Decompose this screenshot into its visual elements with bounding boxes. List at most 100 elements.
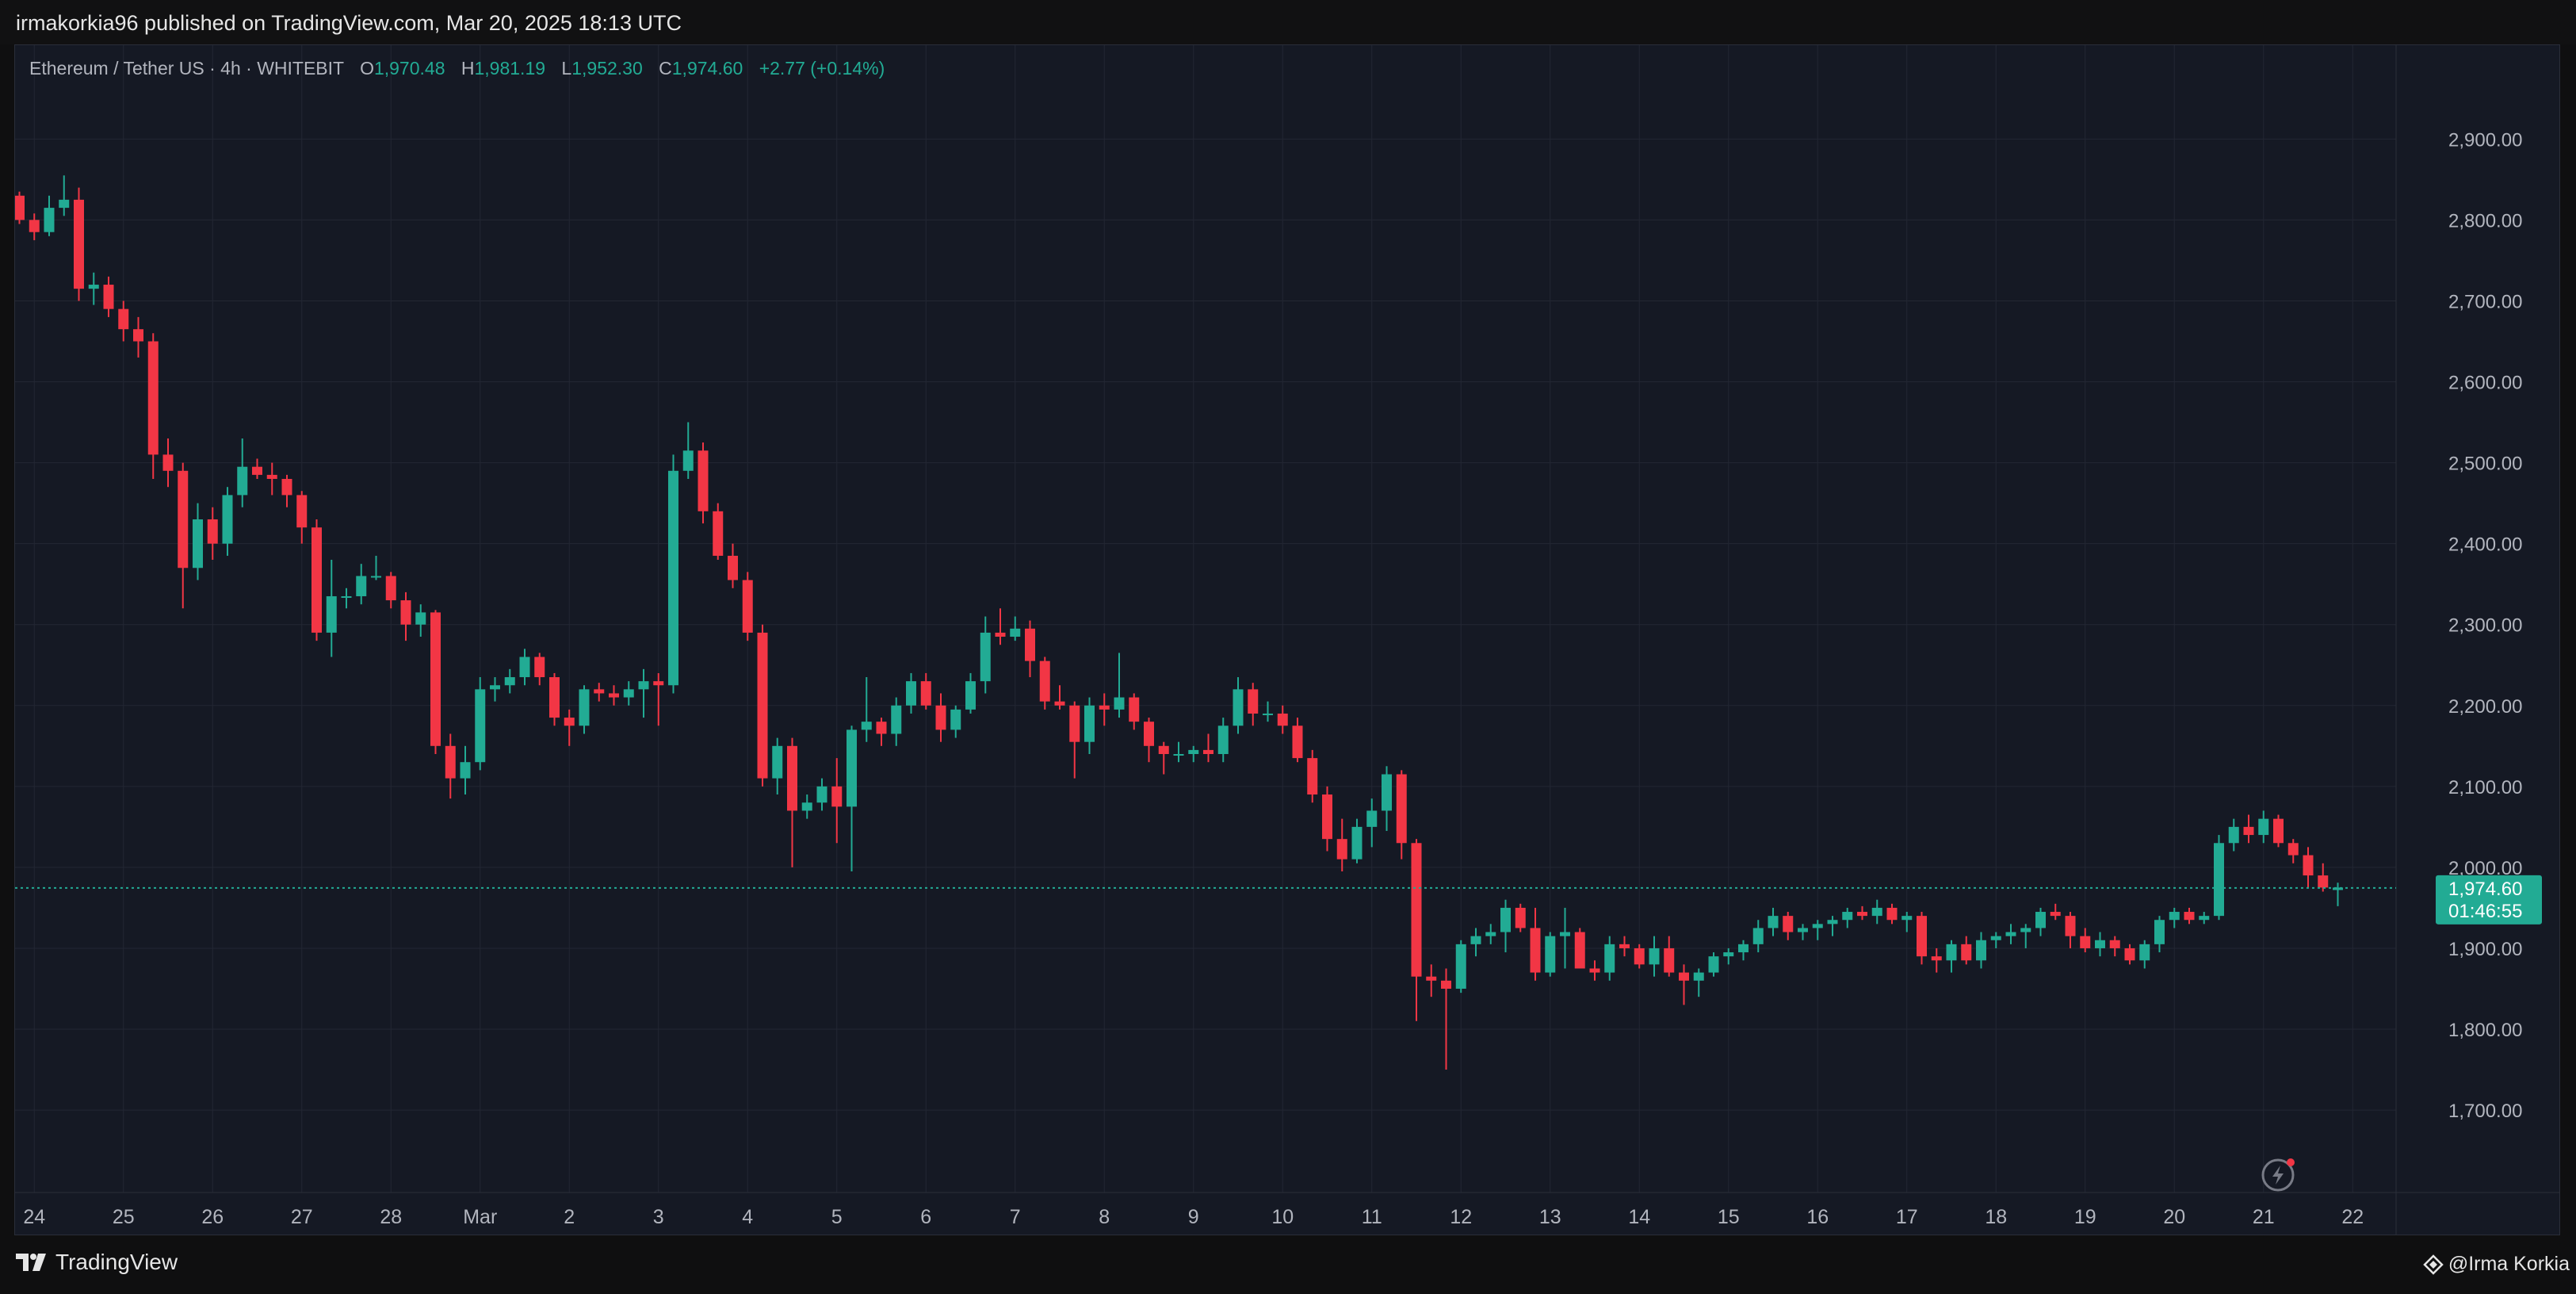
candle <box>2020 924 2031 948</box>
lightning-alert-icon[interactable] <box>2261 1158 2295 1192</box>
candle <box>609 685 619 706</box>
candle <box>460 745 471 795</box>
candle-body <box>356 576 367 596</box>
candle-body <box>118 308 129 330</box>
candle <box>1976 932 1986 969</box>
candle <box>400 591 411 641</box>
candle <box>519 649 530 686</box>
candle-body <box>1886 907 1898 921</box>
candle <box>1351 818 1363 863</box>
candle-body <box>1545 936 1556 973</box>
candle-body <box>326 595 337 633</box>
candle-body <box>534 657 545 678</box>
author-credit[interactable]: @Irma Korkia <box>2423 1253 2570 1276</box>
candle <box>876 718 887 746</box>
y-tick-label: 2,100.00 <box>2448 777 2522 798</box>
candle <box>1871 899 1882 925</box>
candle <box>207 507 218 561</box>
candle-body <box>1307 758 1318 795</box>
y-tick-label: 1,900.00 <box>2448 939 2522 960</box>
candle <box>178 462 189 609</box>
publish-header: irmakorkia96 published on TradingView.co… <box>0 0 2576 44</box>
candle-body <box>445 745 456 779</box>
candle <box>341 588 352 609</box>
candle-body <box>1842 912 1853 921</box>
candle-body <box>2154 920 2165 944</box>
candle <box>534 653 545 686</box>
candle-body <box>222 495 233 544</box>
candle-body <box>475 689 486 763</box>
symbol-legend[interactable]: Ethereum / Tether US · 4h · WHITEBIT O1,… <box>29 58 885 79</box>
candle-body <box>162 454 174 471</box>
candle-body <box>2005 932 2016 936</box>
candle-body <box>1277 713 1288 726</box>
candle-body <box>1025 628 1035 661</box>
candle <box>430 610 441 755</box>
candle <box>653 672 664 726</box>
candle-body <box>1263 713 1273 715</box>
candle <box>1158 741 1169 775</box>
candle-body <box>1039 660 1050 702</box>
price-axis[interactable]: 1,700.001,800.001,900.002,000.002,100.00… <box>2448 129 2522 1122</box>
candle-body <box>1099 705 1110 710</box>
candle <box>1946 940 1957 973</box>
candle <box>415 604 426 637</box>
candle-body <box>682 450 694 471</box>
y-tick-label: 2,300.00 <box>2448 615 2522 637</box>
candle <box>1545 932 1556 977</box>
x-tick-label: 15 <box>1718 1206 1740 1228</box>
candle-body <box>59 199 70 209</box>
x-tick-label: 21 <box>2253 1206 2275 1228</box>
candle <box>1039 657 1050 710</box>
candle-body <box>400 600 411 625</box>
candle-body <box>609 693 619 698</box>
candle <box>1188 745 1199 763</box>
candle-body <box>980 632 991 682</box>
brand-name: TradingView <box>55 1250 178 1274</box>
candle-body <box>2287 843 2299 856</box>
candle-body <box>1649 948 1660 965</box>
time-axis[interactable]: 24 25 26 27 28 Mar 2 3 4 5 6 7 8 9 10 11 12 13 14 15 16 17 18 1… <box>23 1206 2364 1228</box>
candle-body <box>876 722 887 734</box>
candle-body <box>385 576 396 601</box>
candle-body <box>2139 944 2150 961</box>
candle-body <box>1827 920 1838 925</box>
candle-body <box>1010 628 1021 637</box>
candle <box>1485 924 1496 944</box>
candle <box>2333 882 2343 906</box>
x-tick-label: 16 <box>1806 1206 1829 1228</box>
candle-body <box>460 762 471 779</box>
candle <box>1292 718 1303 763</box>
candle-body <box>1054 701 1065 706</box>
candle <box>147 333 159 479</box>
candle-body <box>1366 810 1378 827</box>
candle-body <box>891 705 902 734</box>
candle-body <box>638 681 649 690</box>
tradingview-brand[interactable]: TradingView <box>16 1250 178 1275</box>
candle <box>1752 920 1764 953</box>
symbol-title[interactable]: Ethereum / Tether US · 4h · WHITEBIT <box>29 58 344 78</box>
candlestick-chart[interactable]: 1,700.001,800.001,900.002,000.002,100.00… <box>15 45 2560 1235</box>
candle <box>1798 924 1808 940</box>
y-tick-label: 2,500.00 <box>2448 454 2522 475</box>
candle <box>1842 907 1853 928</box>
candle <box>475 677 486 771</box>
candle <box>742 572 753 641</box>
candle <box>1307 749 1318 803</box>
candle <box>623 681 634 706</box>
candle <box>698 442 709 524</box>
candle-body <box>2303 855 2314 876</box>
candle-body <box>2065 916 2076 936</box>
chart-pane[interactable]: 1,700.00 1,800.00 1,900.00 2,000.00 2,100.00… <box>14 44 2560 1235</box>
candle <box>2005 924 2016 944</box>
candle-body <box>1233 689 1244 726</box>
last-price-tag-background <box>2436 875 2542 925</box>
candle <box>891 697 902 746</box>
candle-body <box>2124 948 2135 961</box>
candle-body <box>504 677 515 686</box>
candle <box>1114 653 1125 718</box>
x-tick-label: 22 <box>2341 1206 2364 1228</box>
candle-body <box>1129 697 1140 722</box>
candle-body <box>831 786 843 807</box>
candle-body <box>728 555 738 580</box>
